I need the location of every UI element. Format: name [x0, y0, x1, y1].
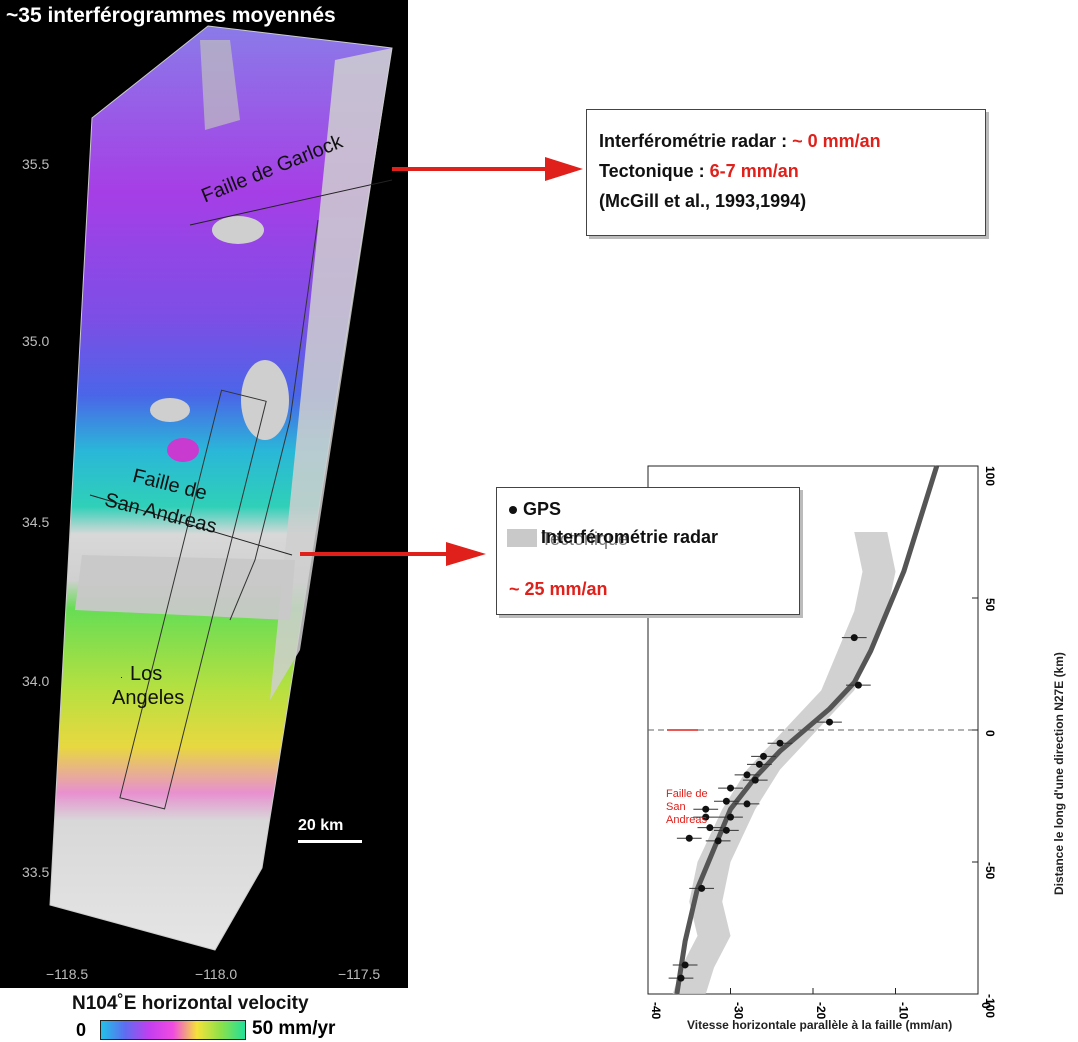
y-tick-label: 0	[983, 730, 997, 737]
gps-point	[681, 961, 689, 969]
info-box-garlock: Interférométrie radar : ~ 0 mm/an Tecton…	[586, 109, 986, 236]
svg-text:·: ·	[120, 672, 123, 682]
gps-point	[776, 739, 784, 747]
colorbar-min: 0	[76, 1020, 87, 1040]
gps-points	[668, 634, 871, 982]
colorbar	[100, 1020, 246, 1040]
x-tick-label: -20	[814, 1002, 828, 1020]
radar-band	[672, 532, 896, 994]
gps-point	[743, 771, 751, 779]
box1-line3: (McGill et al., 1993,1994)	[599, 191, 807, 211]
x-tick-label: -40	[649, 1002, 663, 1020]
gps-point	[698, 884, 706, 892]
gps-point	[755, 760, 763, 768]
gps-point	[722, 826, 730, 834]
insar-map-panel: · ~35 interférogrammes moyennés 35.5 35.…	[0, 0, 408, 988]
lat-tick: 34.5	[22, 514, 50, 530]
gps-point	[854, 681, 862, 689]
map-title: ~35 interférogrammes moyennés	[6, 4, 336, 27]
gps-point	[727, 813, 734, 821]
gps-point	[727, 784, 734, 792]
arrow-head-icon	[446, 542, 486, 566]
chart-xlabel: Vitesse horizontale parallèle à la faill…	[687, 1018, 953, 1032]
colorbar-title: N104˚E horizontal velocity	[72, 993, 309, 1014]
box1-line1-value: ~ 0 mm/an	[792, 131, 881, 151]
arrow-head-icon	[545, 157, 583, 181]
radar-band-area	[672, 532, 896, 994]
x-tick-label: -30	[732, 1002, 746, 1020]
legend-tectonique: Tectonique	[541, 529, 629, 549]
lat-tick: 35.0	[22, 333, 50, 349]
fault-annotation: Faille de San Andreas	[666, 788, 708, 826]
legend-box: GPS Tectonique Interférométrie radar ~ 2…	[496, 487, 800, 615]
lat-tick: 34.0	[22, 673, 50, 689]
gps-point	[714, 837, 722, 845]
scale-bar	[298, 840, 362, 843]
lon-tick: −118.5	[46, 966, 89, 982]
y-tick-label: 50	[983, 598, 997, 612]
gps-point	[722, 797, 730, 805]
gps-point	[702, 805, 710, 813]
lon-tick: −118.0	[195, 966, 238, 982]
gps-point	[751, 776, 759, 784]
y-tick-label: -50	[983, 862, 997, 880]
tectonic-curve-line	[674, 465, 940, 995]
gps-point	[677, 974, 685, 982]
y-tick-label: 100	[983, 466, 997, 486]
box1-line2-prefix: Tectonique :	[599, 161, 710, 181]
lat-tick: 35.5	[22, 156, 50, 172]
tectonic-curve	[674, 465, 940, 995]
insar-map-image: ·	[49, 25, 393, 951]
gps-point	[743, 800, 751, 808]
radar-swatch-icon	[507, 529, 537, 547]
colorbar-max: 50 mm/yr	[252, 1018, 336, 1039]
box1-line1-prefix: Interférométrie radar :	[599, 131, 793, 151]
gps-point	[760, 752, 767, 760]
gps-point	[685, 834, 693, 842]
los-angeles-label-line1: Los	[130, 663, 163, 685]
gps-point	[850, 634, 858, 642]
gps-point	[826, 718, 833, 726]
box1-line2: Tectonique : 6-7 mm/an	[599, 158, 799, 184]
scale-label: 20 km	[298, 817, 344, 834]
legend-value: ~ 25 mm/an	[509, 579, 608, 599]
box1-line1: Interférométrie radar : ~ 0 mm/an	[599, 128, 881, 154]
los-angeles-label-line2: Angeles	[112, 687, 185, 709]
y-tick-label: -100	[983, 994, 997, 1018]
x-tick-label: -10	[897, 1002, 911, 1020]
lat-tick: 33.5	[22, 864, 50, 880]
lon-tick: −117.5	[338, 966, 381, 982]
box1-line2-value: 6-7 mm/an	[709, 161, 799, 181]
x-tick-label: 0	[979, 1002, 993, 1009]
gps-marker-icon	[509, 506, 517, 514]
gps-point	[702, 813, 710, 821]
gps-point	[706, 824, 714, 832]
legend-gps: GPS	[523, 499, 562, 519]
chart-ylabel: Distance le long d'une direction N27E (k…	[1052, 652, 1066, 895]
legend-radar: Interférométrie radar	[541, 527, 719, 547]
